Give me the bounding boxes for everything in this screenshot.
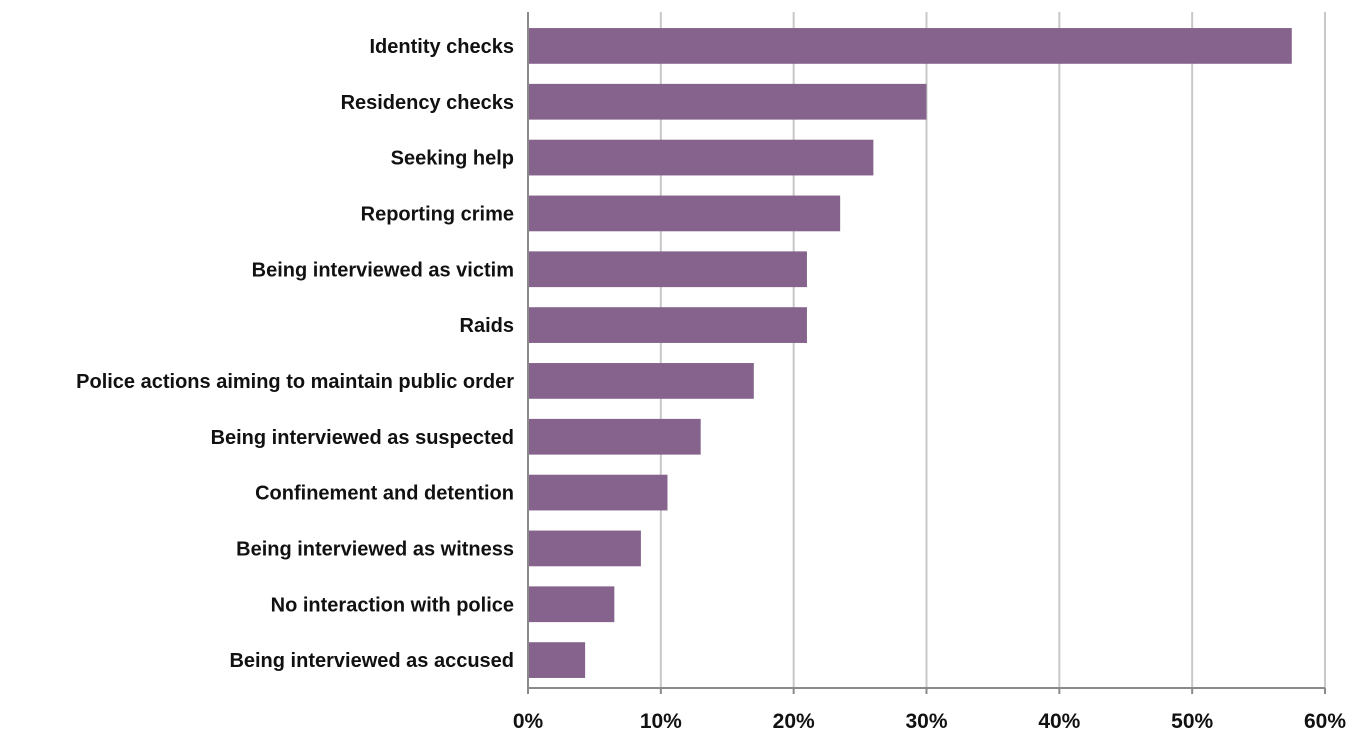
bar — [528, 251, 807, 288]
category-label: Being interviewed as suspected — [211, 427, 514, 449]
category-label: Being interviewed as witness — [236, 538, 514, 560]
x-tick-label: 50% — [1171, 710, 1213, 731]
bar — [528, 642, 586, 678]
x-tick-label: 30% — [905, 710, 947, 731]
category-label: Police actions aiming to maintain public… — [76, 371, 514, 393]
x-tick-label: 60% — [1304, 710, 1346, 731]
x-tick-label: 10% — [640, 710, 682, 731]
category-label: Reporting crime — [361, 203, 514, 225]
category-label: Identity checks — [369, 36, 514, 58]
bars — [528, 28, 1292, 678]
x-tick-labels: 0% 10% 20% 30% 40% 50% 60% — [513, 710, 1347, 731]
category-label: Raids — [460, 315, 514, 337]
bar — [528, 418, 701, 455]
bar — [528, 83, 927, 120]
category-label: Residency checks — [341, 92, 514, 114]
category-label: Being interviewed as victim — [252, 259, 514, 281]
bar — [528, 195, 841, 232]
x-tick-label: 40% — [1038, 710, 1080, 731]
bar — [528, 586, 615, 623]
category-label: Seeking help — [391, 148, 514, 170]
gridlines — [659, 12, 1326, 688]
bar — [528, 363, 754, 399]
category-labels: Identity checks Residency checks Seeking h… — [76, 36, 514, 672]
x-tick-label: 20% — [773, 710, 815, 731]
bar — [528, 474, 668, 511]
bar — [528, 530, 641, 567]
category-label: Confinement and detention — [255, 483, 514, 505]
x-tick-label: 0% — [513, 710, 544, 731]
bar — [528, 307, 807, 343]
category-label: Being interviewed as accused — [229, 650, 514, 672]
bar — [528, 139, 874, 176]
category-label: No interaction with police — [271, 594, 514, 616]
bar — [528, 28, 1292, 64]
axes — [527, 12, 1326, 694]
